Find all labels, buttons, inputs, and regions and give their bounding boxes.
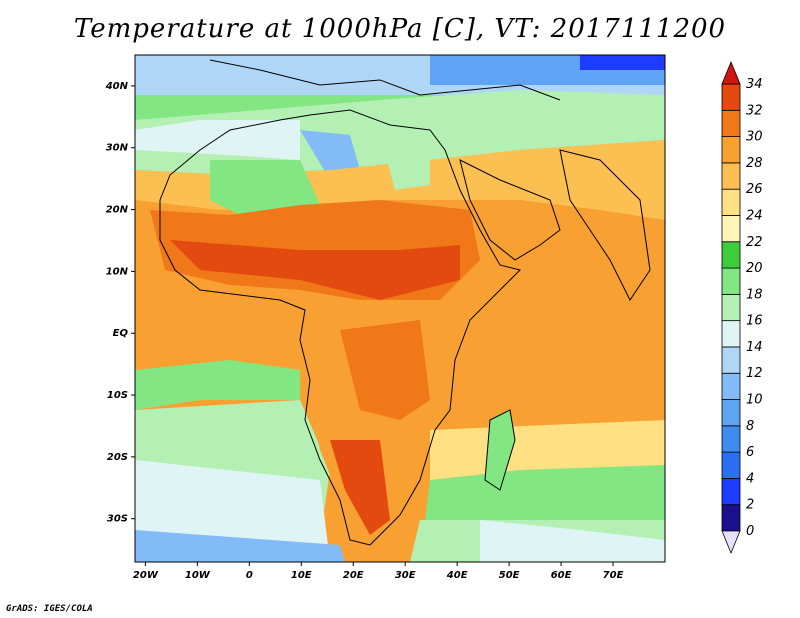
colorbar-swatch	[721, 451, 741, 479]
colorbar-label: 0	[746, 524, 754, 539]
map-title: Temperature at 1000hPa [C], VT: 20171112…	[73, 14, 727, 44]
lon-tick-label: 20W	[133, 570, 159, 581]
lon-tick-label: 60E	[551, 570, 572, 581]
colorbar-label: 32	[746, 103, 763, 118]
lat-tick-label: 40N	[105, 81, 129, 92]
lat-tick-label: 10S	[107, 390, 128, 401]
colorbar-label: 20	[746, 261, 763, 276]
colorbar-swatch	[721, 425, 741, 453]
lon-tick-label: 20E	[343, 570, 364, 581]
colorbar-label: 12	[746, 366, 763, 381]
colorbar-label: 14	[746, 340, 763, 355]
lon-tick-label: 50E	[499, 570, 520, 581]
lon-tick-label: 10W	[185, 570, 211, 581]
lat-tick-label: EQ	[113, 328, 129, 339]
colorbar-swatch	[721, 293, 741, 322]
colorbar-swatch	[721, 83, 741, 111]
lat-tick-label: 20N	[106, 205, 129, 216]
grads-credit: GrADS: IGES/COLA	[6, 604, 93, 614]
colorbar-swatch	[721, 346, 741, 374]
colorbar-swatch	[721, 215, 741, 243]
colorbar-high-cap	[721, 60, 741, 85]
coastlines	[159, 59, 651, 546]
longitude-axis: 20W 10W 0 10E 20E 30E 40E 50E 60E 70E	[133, 562, 624, 581]
lon-tick-label: 70E	[603, 570, 624, 581]
colorbar-label: 16	[746, 314, 763, 329]
lat-tick-label: 30N	[106, 143, 129, 154]
colorbar-swatch	[721, 109, 741, 137]
colorbar-swatch	[721, 136, 741, 164]
colorbar-label: 4	[746, 471, 754, 486]
colorbar-label: 2	[746, 498, 754, 513]
lat-tick-label: 30S	[107, 514, 128, 525]
lon-tick-label: 40E	[446, 570, 468, 581]
colorbar-label: 24	[746, 208, 763, 223]
colorbar-swatch	[721, 320, 741, 348]
temperature-field	[135, 55, 665, 562]
colorbar-label: 8	[746, 419, 754, 434]
colorbar-label: 30	[746, 130, 763, 145]
map-frame	[134, 54, 666, 563]
colorbar-swatch	[721, 478, 741, 506]
colorbar-swatch	[721, 399, 741, 427]
colorbar-low-cap	[721, 530, 741, 555]
colorbar-swatch	[721, 241, 741, 269]
colorbar-swatch	[721, 372, 741, 400]
colorbar-swatch	[721, 504, 741, 532]
colorbar-swatch	[721, 162, 741, 190]
colorbar-label: 26	[746, 182, 763, 197]
colorbar-label: 6	[746, 445, 754, 460]
colorbar-label: 10	[746, 393, 763, 408]
colorbar-label: 18	[746, 287, 763, 302]
colorbar-swatch	[721, 188, 741, 216]
lat-tick-label: 20S	[107, 452, 128, 463]
lon-tick-label: 0	[246, 570, 253, 581]
colorbar-swatch	[721, 267, 741, 295]
lon-tick-label: 10E	[291, 570, 312, 581]
colorbar-label: 28	[746, 156, 763, 171]
latitude-axis: 40N 30N 20N 10N EQ 10S 20S 30S	[105, 81, 135, 525]
lon-tick-label: 30E	[395, 570, 416, 581]
lat-tick-label: 10N	[106, 266, 129, 277]
colorbar-label: 22	[746, 235, 763, 250]
colorbar-label: 34	[746, 77, 763, 92]
